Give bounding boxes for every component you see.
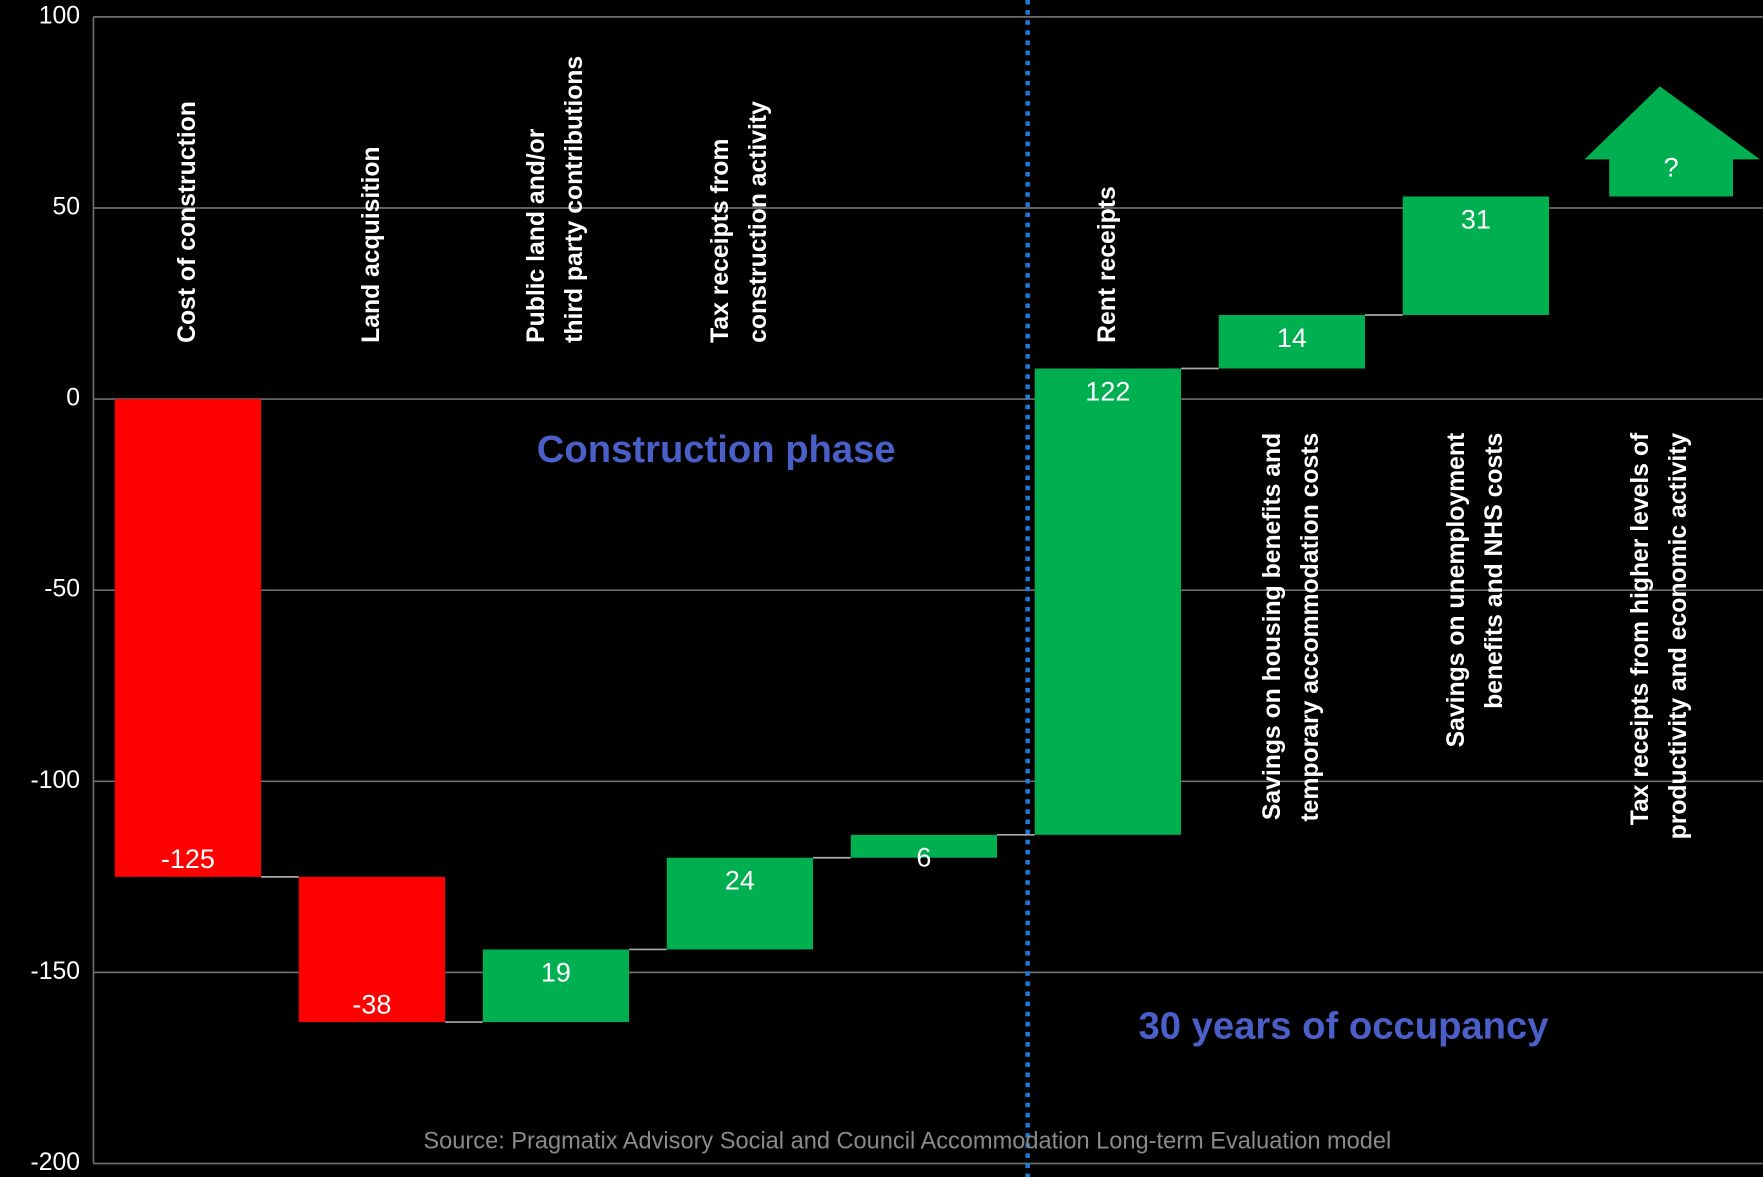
bar (1034, 368, 1182, 835)
category-line: Savings on housing benefits and (1258, 433, 1285, 820)
annotation: Construction phase (537, 428, 896, 471)
value-label: ? (1664, 153, 1679, 183)
category-line: benefits and NHS costs (1481, 433, 1508, 709)
value-label: 31 (1461, 204, 1491, 234)
bar (1402, 196, 1550, 315)
y-tick-label: -150 (30, 958, 79, 985)
category-line: Land acquisition (357, 146, 384, 342)
bar (666, 857, 814, 950)
category-label: Public land and/or third party contributi… (522, 56, 587, 343)
bar (114, 399, 262, 877)
category-label: Tax receipts from higher levels of produc… (1626, 432, 1691, 839)
arrow (1584, 86, 1760, 197)
value-label: 14 (1277, 323, 1307, 353)
category-line: construction activity (745, 101, 772, 343)
category-label: Cost of construction (173, 101, 200, 343)
category-line: Public land and/or (522, 128, 549, 343)
category-line: third party contributions (561, 56, 588, 343)
y-tick-label: -50 (44, 576, 80, 603)
category-line: Rent receipts (1093, 186, 1120, 343)
y-tick-label: 100 (39, 2, 80, 29)
category-line: Savings on unemployment (1442, 433, 1469, 748)
y-tick-label: -100 (30, 767, 79, 794)
y-tick-label: 50 (52, 194, 80, 221)
bar (298, 876, 446, 1023)
value-label: 122 (1085, 376, 1130, 406)
annotation: 30 years of occupancy (1139, 1005, 1550, 1048)
y-tick-label: -200 (30, 1149, 79, 1176)
category-line: productivity and economic activity (1665, 433, 1692, 840)
category-line: temporary accommodation costs (1297, 433, 1324, 822)
category-label: Savings on unemployment benefits and NHS … (1442, 433, 1507, 748)
bar (482, 949, 630, 1023)
bar (1218, 314, 1366, 369)
value-label: 6 (916, 843, 931, 873)
category-line: Tax receipts from higher levels of (1626, 432, 1653, 825)
category-line: Tax receipts from (706, 139, 733, 343)
category-label: Land acquisition (357, 146, 384, 342)
source: Source: Pragmatix Advisory Social and Co… (423, 1128, 1391, 1154)
bar (850, 834, 998, 858)
category-label: Rent receipts (1093, 186, 1120, 343)
category-label: Savings on housing benefits and temporary… (1258, 433, 1323, 822)
category-label: Tax receipts from construction activity (706, 101, 771, 343)
value-label: -125 (161, 844, 215, 874)
value-label: 19 (541, 957, 571, 987)
category-line: Cost of construction (173, 101, 200, 343)
value-label: -38 (352, 989, 391, 1019)
y-tick-label: 0 (66, 385, 80, 412)
value-label: 24 (725, 866, 755, 896)
